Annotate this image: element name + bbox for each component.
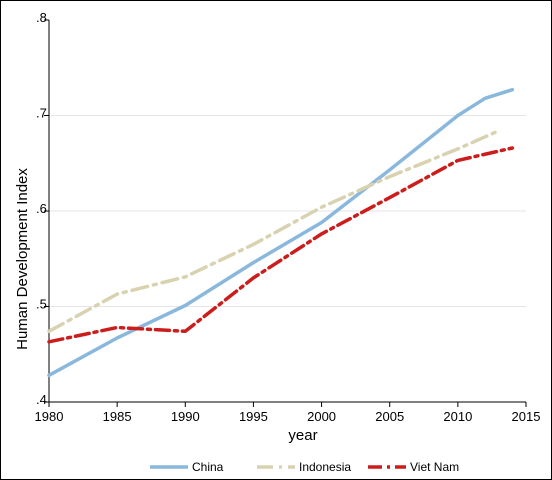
x-tick-label: 1980 (35, 409, 64, 424)
series-line-indonesia (47, 129, 501, 334)
legend-label-indonesia: Indonesia (299, 460, 351, 474)
y-tick-label: .5 (36, 297, 47, 312)
y-tick-label: .7 (36, 106, 47, 121)
x-tick-label: 1985 (103, 409, 132, 424)
x-tick-label: 2015 (512, 409, 541, 424)
x-tick-label: 2005 (375, 409, 404, 424)
y-tick-label: .8 (36, 10, 47, 25)
series-lines (47, 87, 515, 378)
x-tick-label: 1995 (239, 409, 268, 424)
x-tick-label: 1990 (171, 409, 200, 424)
legend: China Indonesia Viet Nam (150, 460, 459, 474)
y-tick-label: .6 (36, 201, 47, 216)
gridlines (49, 115, 526, 307)
x-axis-label: year (288, 427, 317, 444)
x-tick-label: 2000 (307, 409, 336, 424)
legend-label-viet-nam: Viet Nam (410, 460, 459, 474)
axes (44, 19, 527, 407)
y-tick-labels: .4 .5 .6 .7 .8 (36, 10, 47, 407)
legend-label-china: China (192, 460, 224, 474)
x-tick-labels: 1980 1985 1990 1995 2000 2005 2010 2015 (35, 409, 541, 424)
series-line-china (47, 87, 515, 378)
y-axis-label: Human Development Index (14, 168, 31, 350)
x-tick-label: 2010 (443, 409, 472, 424)
y-tick-label: .4 (36, 392, 47, 407)
series-line-viet-nam (47, 146, 515, 344)
